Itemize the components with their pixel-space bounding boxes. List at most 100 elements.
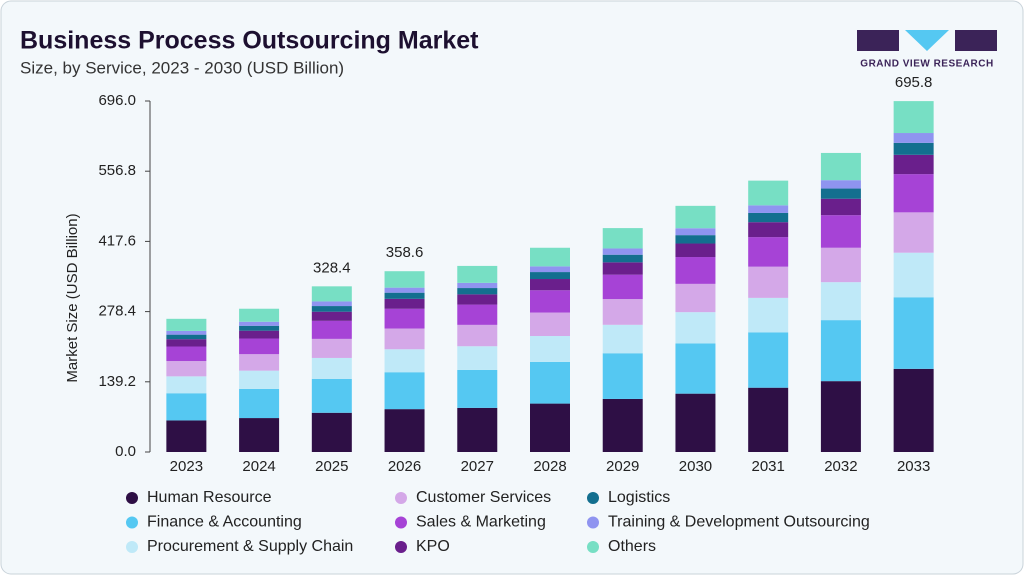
bar-segment xyxy=(893,297,934,369)
legend-swatch xyxy=(587,492,599,504)
bar-segment xyxy=(457,294,498,305)
bar-segment xyxy=(820,320,861,382)
bar-segment xyxy=(893,368,934,452)
bar-segment xyxy=(675,283,716,313)
bar-segment xyxy=(311,286,352,302)
legend-swatch xyxy=(395,541,407,553)
x-tick-label: 2032 xyxy=(824,458,857,475)
x-tick-label: 2027 xyxy=(461,458,494,475)
total-label: 358.6 xyxy=(386,244,424,261)
x-tick-label: 2025 xyxy=(315,458,348,475)
legend-swatch xyxy=(395,492,407,504)
y-tick-label: 278.4 xyxy=(98,303,136,320)
legend-label: Training & Development Outsourcing xyxy=(608,514,870,531)
bar-segment xyxy=(820,247,861,283)
bar-segment xyxy=(166,361,207,377)
bar-segment xyxy=(239,338,280,355)
bar-segment xyxy=(457,288,498,295)
bar-segment xyxy=(311,311,352,321)
bar-segment xyxy=(530,312,570,337)
bar-segment xyxy=(384,287,425,293)
bar-segment xyxy=(384,372,425,410)
bar-segment xyxy=(457,282,498,289)
total-label: 328.4 xyxy=(313,259,351,276)
bar-segment xyxy=(239,308,280,322)
bar-segment xyxy=(384,328,425,350)
bar-segment xyxy=(457,304,498,325)
logo-shape xyxy=(857,30,899,51)
bar-segment xyxy=(311,378,352,413)
bar-segment xyxy=(893,154,934,175)
x-tick-label: 2028 xyxy=(533,458,566,475)
bar-segment xyxy=(166,339,207,347)
bar-segment xyxy=(602,274,643,300)
bar-segment xyxy=(166,376,207,394)
bar-segment xyxy=(820,198,861,216)
bar-segment xyxy=(384,409,425,452)
y-axis-title: Market Size (USD Billion) xyxy=(64,213,81,382)
x-tick-label: 2023 xyxy=(170,458,203,475)
bar-segment xyxy=(675,312,716,344)
bar-segment xyxy=(893,212,934,253)
bar-segment xyxy=(820,188,861,199)
bar-segment xyxy=(530,272,570,280)
legend-label: KPO xyxy=(416,538,450,555)
bar-segment xyxy=(893,252,934,298)
bar-segment xyxy=(675,243,716,258)
logo-shape xyxy=(955,30,997,51)
bar-segment xyxy=(748,212,789,223)
logo-text: GRAND VIEW RESEARCH xyxy=(860,59,993,70)
bar-segment xyxy=(602,254,643,263)
bar-segment xyxy=(530,279,570,291)
bar-segment xyxy=(166,420,207,452)
bar-segment xyxy=(530,290,570,313)
bar-segment xyxy=(239,354,280,371)
bar-segment xyxy=(239,330,280,339)
bar-segment xyxy=(311,338,352,358)
bar-segment xyxy=(893,101,934,134)
bar-segment xyxy=(893,133,934,143)
bar-segment xyxy=(748,387,789,452)
legend-swatch xyxy=(126,541,138,553)
x-tick-label: 2030 xyxy=(679,458,712,475)
bar-segment xyxy=(166,334,207,340)
bar-segment xyxy=(530,336,570,362)
legend-label: Procurement & Supply Chain xyxy=(147,538,353,555)
legend-label: Others xyxy=(608,538,656,555)
total-label: 695.8 xyxy=(895,74,933,91)
bar-segment xyxy=(166,346,207,362)
bar-segment xyxy=(239,418,280,452)
legend-label: Human Resource xyxy=(147,489,272,506)
bar-segment xyxy=(602,299,643,325)
bar-segment xyxy=(530,361,570,404)
bar-segment xyxy=(893,142,934,155)
bar-segment xyxy=(311,320,352,339)
bar-segment xyxy=(166,318,207,331)
bar-segment xyxy=(457,265,498,283)
bar-segment xyxy=(820,282,861,321)
bar-segment xyxy=(457,324,498,347)
bar-segment xyxy=(311,306,352,312)
bar-segment xyxy=(748,205,789,213)
bar-segment xyxy=(893,174,934,213)
bar-segment xyxy=(748,332,789,388)
bar-segment xyxy=(748,266,789,298)
bar-segment xyxy=(530,247,570,267)
bar-segment xyxy=(530,403,570,452)
bar-segment xyxy=(239,325,280,331)
y-tick-label: 139.2 xyxy=(98,373,136,390)
logo-shape xyxy=(905,30,949,51)
legend-swatch xyxy=(587,541,599,553)
bar-segment xyxy=(602,353,643,399)
bar-segment xyxy=(675,257,716,284)
bar-segment xyxy=(675,205,716,229)
chart-subtitle: Size, by Service, 2023 - 2030 (USD Billi… xyxy=(20,58,344,77)
bar-segment xyxy=(457,346,498,370)
bar-segment xyxy=(748,297,789,333)
bar-segment xyxy=(602,324,643,354)
bar-segment xyxy=(166,330,207,335)
bar-segment xyxy=(675,228,716,236)
y-tick-label: 0.0 xyxy=(115,443,136,460)
legend-label: Logistics xyxy=(608,489,670,506)
